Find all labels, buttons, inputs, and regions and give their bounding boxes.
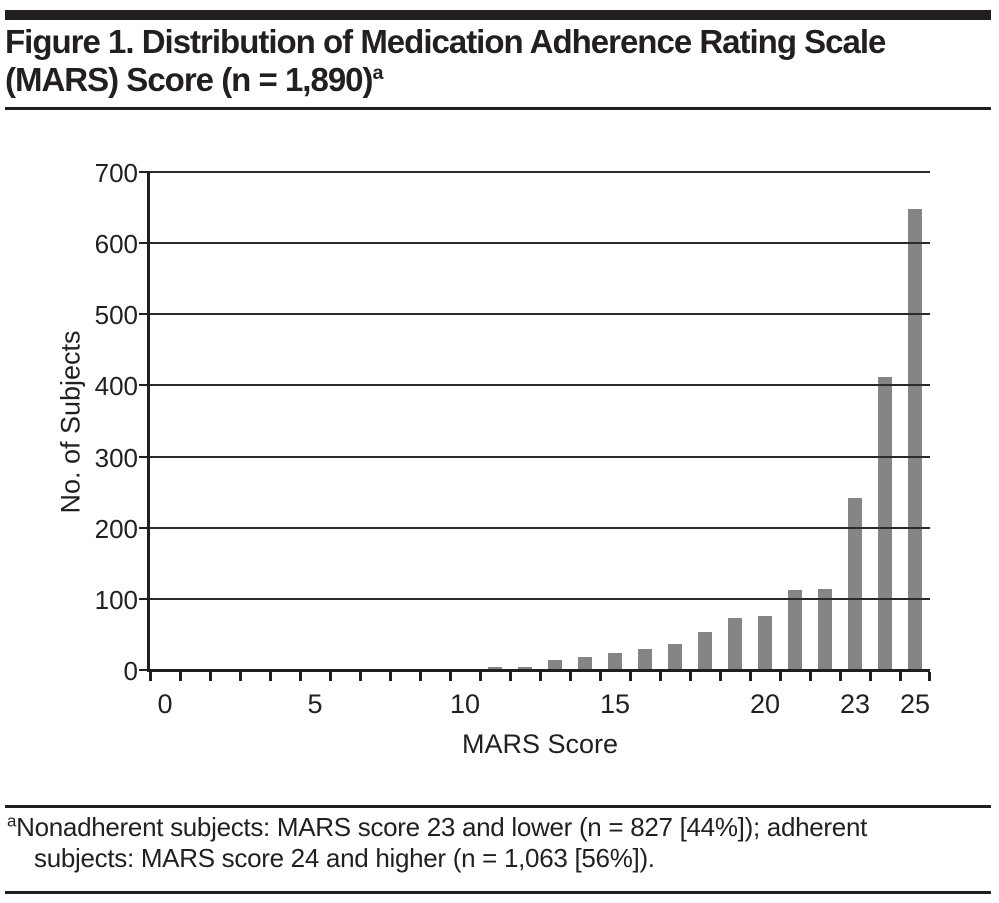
x-tick-6 — [329, 672, 332, 681]
gridline-300 — [150, 455, 930, 458]
x-tick-1 — [179, 672, 182, 681]
y-tick-label-600: 600 — [94, 229, 138, 260]
footnote-line2: subjects: MARS score 24 and higher (n = … — [34, 843, 655, 873]
y-tick-label-500: 500 — [94, 300, 138, 331]
x-tick-label-10: 10 — [449, 689, 481, 719]
gridline-200 — [150, 526, 930, 529]
gridline-600 — [150, 242, 930, 245]
footnote-line1-text: Nonadherent subjects: MARS score 23 and … — [16, 812, 868, 842]
x-tick-label-20: 20 — [749, 689, 781, 719]
x-tick-label-15: 15 — [599, 689, 631, 719]
y-tick-0 — [139, 669, 150, 671]
y-tick-200 — [139, 526, 150, 529]
x-tick-26 — [928, 672, 931, 681]
gridline-100 — [150, 597, 930, 600]
x-tick-4 — [269, 672, 272, 681]
x-tick-14 — [569, 672, 572, 681]
bar-score-19 — [728, 618, 742, 671]
figure-title-line2: (MARS) Score (n = 1,890) — [5, 61, 374, 98]
x-axis-line — [147, 669, 930, 672]
y-tick-label-400: 400 — [94, 371, 138, 402]
y-tick-label-100: 100 — [94, 584, 138, 615]
x-tick-18 — [689, 672, 692, 681]
y-tick-700 — [139, 171, 150, 173]
bar-score-21 — [788, 590, 802, 671]
x-tick-24 — [869, 672, 872, 681]
x-tick-label-5: 5 — [307, 689, 323, 719]
x-tick-7 — [359, 672, 362, 681]
x-tick-15 — [599, 672, 602, 681]
figure-title-line1: Figure 1. Distribution of Medication Adh… — [5, 23, 886, 60]
x-tick-2 — [209, 672, 212, 681]
x-axis-title: MARS Score — [461, 729, 619, 759]
gridline-500 — [150, 313, 930, 316]
y-axis-line — [147, 173, 150, 672]
x-tick-13 — [539, 672, 542, 681]
bar-score-25 — [908, 209, 922, 671]
gridline-700 — [150, 171, 930, 173]
y-tick-100 — [139, 597, 150, 600]
title-rule — [5, 107, 991, 110]
footnote-bottom-rule — [5, 891, 991, 894]
footnote: aNonadherent subjects: MARS score 23 and… — [7, 812, 993, 874]
bar-score-20 — [758, 616, 772, 671]
x-tick-16 — [629, 672, 632, 681]
bar-score-23 — [848, 498, 862, 671]
top-rule — [5, 10, 991, 20]
footnote-marker: a — [7, 811, 17, 831]
footnote-line1: aNonadherent subjects: MARS score 23 and… — [7, 812, 993, 843]
bar-score-18 — [698, 632, 712, 671]
x-tick-label-0: 0 — [157, 689, 173, 719]
x-tick-12 — [509, 672, 512, 681]
bar-score-13 — [548, 660, 562, 671]
y-tick-600 — [139, 242, 150, 245]
bar-score-24 — [878, 377, 892, 671]
x-tick-22 — [809, 672, 812, 681]
y-tick-400 — [139, 384, 150, 387]
x-tick-25 — [899, 672, 902, 681]
bar-score-16 — [638, 649, 652, 671]
footnote-top-rule — [5, 805, 991, 808]
x-tick-21 — [779, 672, 782, 681]
y-axis-title: No. of Subjects — [55, 330, 86, 514]
x-tick-9 — [419, 672, 422, 681]
bar-score-14 — [578, 657, 592, 671]
x-tick-20 — [749, 672, 752, 681]
x-tick-label-25: 25 — [899, 689, 931, 719]
mars-score-bar-chart: 0 100 200 300 400 500 600 700 0 5 10 15 20 23 25 No. of… — [55, 158, 931, 759]
figure-title-footnote-marker: a — [372, 62, 384, 84]
figure-title: Figure 1. Distribution of Medication Adh… — [5, 23, 886, 99]
y-tick-label-200: 200 — [94, 513, 138, 544]
x-tick-label-23: 23 — [839, 689, 871, 719]
y-tick-label-700: 700 — [94, 158, 138, 188]
x-tick-17 — [659, 672, 662, 681]
bar-score-22 — [818, 589, 832, 671]
y-tick-500 — [139, 313, 150, 316]
x-tick-5 — [299, 672, 302, 681]
x-tick-19 — [719, 672, 722, 681]
x-tick-11 — [479, 672, 482, 681]
x-tick-10 — [449, 672, 452, 681]
x-tick-0 — [149, 672, 152, 681]
y-tick-300 — [139, 455, 150, 458]
bar-score-17 — [668, 644, 682, 671]
gridline-400 — [150, 384, 930, 387]
x-tick-8 — [389, 672, 392, 681]
bar-score-15 — [608, 653, 622, 671]
x-tick-3 — [239, 672, 242, 681]
y-tick-label-300: 300 — [94, 442, 138, 473]
x-tick-23 — [839, 672, 842, 681]
y-tick-label-0: 0 — [123, 656, 138, 686]
